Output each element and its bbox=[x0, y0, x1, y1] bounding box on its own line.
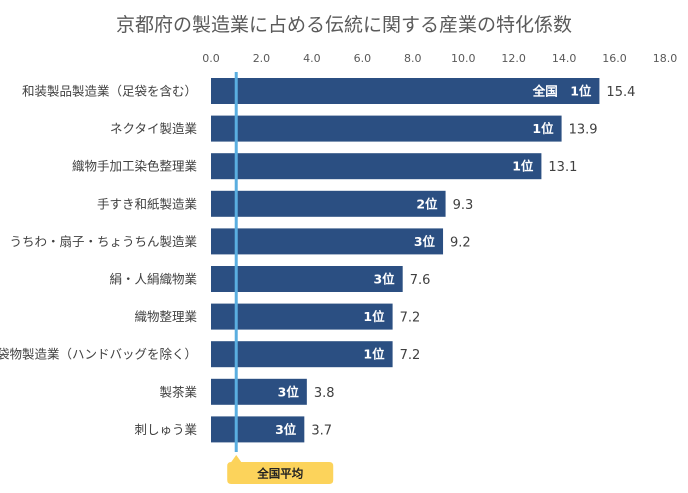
value-label: 15.4 bbox=[606, 85, 635, 100]
value-label: 7.6 bbox=[410, 273, 431, 288]
x-tick-label: 2.0 bbox=[253, 52, 271, 65]
category-label: 織物手加工染色整理業 bbox=[72, 159, 198, 174]
value-label: 13.9 bbox=[569, 123, 598, 138]
category-label: 刺しゅう業 bbox=[134, 422, 197, 437]
rank-label: 2位 bbox=[416, 196, 438, 211]
rank-label: 3位 bbox=[275, 422, 297, 437]
rank-label: 3位 bbox=[373, 272, 395, 287]
reference-line-group: 全国平均 bbox=[227, 72, 334, 484]
x-tick-label: 18.0 bbox=[653, 52, 678, 65]
x-tick-label: 4.0 bbox=[303, 52, 321, 65]
category-label: 袋物製造業（ハンドバッグを除く） bbox=[0, 347, 197, 362]
bar bbox=[211, 341, 393, 368]
category-label: ネクタイ製造業 bbox=[110, 121, 198, 136]
value-label: 13.1 bbox=[548, 160, 577, 175]
rank-label: 3位 bbox=[414, 234, 436, 249]
category-label: うちわ・扇子・ちょうちん製造業 bbox=[9, 234, 197, 249]
bar bbox=[211, 115, 562, 142]
bar-row: ネクタイ製造業 1位 13.9 bbox=[110, 115, 598, 142]
bar-row: 製茶業 3位 3.8 bbox=[159, 378, 335, 405]
x-axis-ticks: 0.0 2.0 4.0 6.0 8.0 10.0 12.0 14.0 16.0 18.0 bbox=[202, 52, 677, 65]
x-tick-label: 12.0 bbox=[501, 52, 526, 65]
x-tick-label: 16.0 bbox=[602, 52, 627, 65]
x-tick-label: 0.0 bbox=[202, 52, 220, 65]
value-label: 7.2 bbox=[400, 348, 421, 363]
value-label: 9.2 bbox=[450, 235, 471, 250]
value-label: 3.8 bbox=[314, 386, 335, 401]
bar-row: 和装製品製造業（足袋を含む） 全国 1位 15.4 bbox=[22, 78, 635, 104]
category-label: 織物整理業 bbox=[134, 309, 197, 324]
x-tick-label: 14.0 bbox=[552, 52, 577, 65]
category-label: 絹・人絹織物業 bbox=[109, 272, 197, 287]
rank-label: 1位 bbox=[532, 121, 554, 136]
category-label: 製茶業 bbox=[159, 384, 197, 399]
bar bbox=[211, 190, 446, 217]
x-tick-label: 10.0 bbox=[451, 52, 476, 65]
bars: 和装製品製造業（足袋を含む） 全国 1位 15.4 ネクタイ製造業 1位 13.9 織物手加… bbox=[0, 78, 635, 443]
bar-row: 刺しゅう業 3位 3.7 bbox=[134, 416, 332, 443]
value-label: 3.7 bbox=[311, 423, 332, 438]
bar bbox=[211, 416, 305, 443]
bar-row: 手すき和紙製造業 2位 9.3 bbox=[97, 190, 474, 217]
bar bbox=[211, 153, 542, 180]
category-label: 和装製品製造業（足袋を含む） bbox=[22, 84, 197, 99]
bar-row: 袋物製造業（ハンドバッグを除く） 1位 7.2 bbox=[0, 341, 421, 368]
rank-label: 1位 bbox=[363, 309, 385, 324]
bar bbox=[211, 303, 393, 330]
bar bbox=[211, 378, 307, 405]
category-label: 手すき和紙製造業 bbox=[97, 196, 198, 211]
bar bbox=[211, 78, 600, 104]
reference-label-badge bbox=[227, 455, 334, 484]
rank-label: 1位 bbox=[512, 159, 534, 174]
value-label: 7.2 bbox=[400, 311, 421, 326]
bar bbox=[211, 228, 444, 255]
value-label: 9.3 bbox=[453, 198, 474, 213]
x-tick-label: 8.0 bbox=[404, 52, 422, 65]
rank-label: 1位 bbox=[363, 347, 385, 362]
bar-row: 織物手加工染色整理業 1位 13.1 bbox=[72, 153, 577, 180]
chart-title: 京都府の製造業に占める伝統に関する産業の特化係数 bbox=[115, 14, 572, 36]
reference-label: 全国平均 bbox=[256, 467, 303, 481]
rank-label: 全国 1位 bbox=[532, 84, 592, 99]
rank-label: 3位 bbox=[278, 384, 300, 399]
x-tick-label: 6.0 bbox=[354, 52, 372, 65]
bar-row: 絹・人絹織物業 3位 7.6 bbox=[109, 266, 430, 292]
bar-row: 織物整理業 1位 7.2 bbox=[134, 303, 421, 330]
bar-row: うちわ・扇子・ちょうちん製造業 3位 9.2 bbox=[9, 228, 471, 255]
bar bbox=[211, 266, 403, 292]
